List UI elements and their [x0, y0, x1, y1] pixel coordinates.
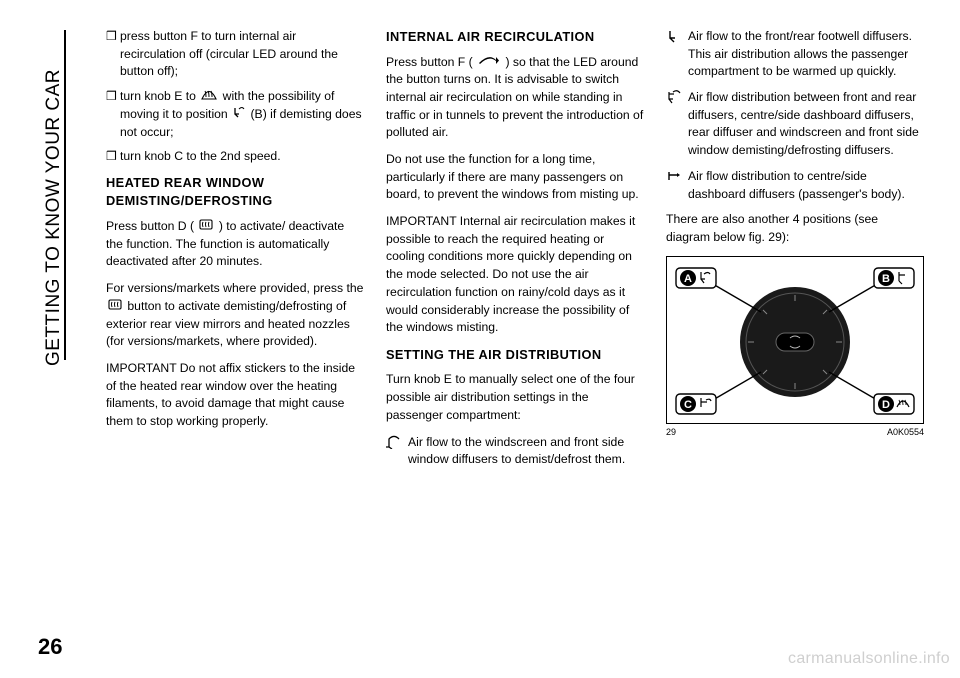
bullet-text: turn knob C to the 2nd speed.	[120, 148, 364, 166]
paragraph: Press button F ( ) so that the LED aroun…	[386, 54, 644, 143]
heading: INTERNAL AIR RECIRCULATION	[386, 28, 644, 47]
figure-code: A0K0554	[887, 426, 924, 439]
rear-defrost-icon	[108, 298, 122, 316]
recirculation-icon	[478, 54, 500, 72]
rear-defrost-icon	[199, 218, 213, 236]
bullet-item: ❒ turn knob C to the 2nd speed.	[106, 148, 364, 166]
bullet-marker: ❒	[106, 28, 120, 81]
paragraph: There are also another 4 positions (see …	[666, 211, 924, 246]
content-columns: ❒ press button F to turn internal air re…	[106, 28, 926, 477]
dist-item: Air flow distribution to centre/side das…	[666, 168, 924, 203]
bullet-item: ❒ press button F to turn internal air re…	[106, 28, 364, 81]
dist-item: Air flow to the windscreen and front sid…	[386, 434, 644, 469]
figure-number: 29	[666, 426, 676, 439]
dist-item: Air flow to the front/rear footwell diff…	[666, 28, 924, 81]
figure-29: A B C D	[666, 256, 924, 439]
column-1: ❒ press button F to turn internal air re…	[106, 28, 364, 477]
dist-text: Air flow distribution to centre/side das…	[688, 168, 924, 203]
watermark: carmanualsonline.info	[788, 650, 950, 668]
bullet-marker: ❒	[106, 88, 120, 141]
body-icon	[666, 169, 688, 189]
footwell-icon	[666, 29, 688, 49]
section-tab: GETTING TO KNOW YOUR CAR	[44, 30, 64, 360]
paragraph: For versions/markets where provided, pre…	[106, 280, 364, 351]
figure-caption: 29 A0K0554	[666, 426, 924, 439]
paragraph: Press button D ( ) to activate/ deactiva…	[106, 218, 364, 271]
heading: SETTING THE AIR DISTRIBUTION	[386, 346, 644, 365]
dist-text: Air flow to the windscreen and front sid…	[408, 434, 644, 469]
paragraph: Do not use the function for a long time,…	[386, 151, 644, 204]
section-title: GETTING TO KNOW YOUR CAR	[43, 36, 65, 366]
footwell-defrost-icon	[233, 106, 245, 124]
bullet-marker: ❒	[106, 148, 120, 166]
bullet-item: ❒ turn knob E to with the possibility of…	[106, 88, 364, 141]
paragraph: Turn knob E to manually select one of th…	[386, 371, 644, 424]
svg-text:D: D	[882, 399, 890, 411]
dist-item: Air flow distribution between front and …	[666, 89, 924, 160]
windscreen-icon	[386, 435, 408, 455]
column-2: INTERNAL AIR RECIRCULATION Press button …	[386, 28, 644, 477]
bullet-text: turn knob E to with the possibility of m…	[120, 88, 364, 141]
paragraph: IMPORTANT Internal air recirculation mak…	[386, 213, 644, 337]
heading: HEATED REAR WINDOW DEMISTING/DEFROSTING	[106, 174, 364, 211]
page-number: 26	[38, 634, 62, 660]
svg-text:A: A	[684, 273, 692, 285]
dist-text: Air flow distribution between front and …	[688, 89, 924, 160]
dist-text: Air flow to the front/rear footwell diff…	[688, 28, 924, 81]
paragraph: IMPORTANT Do not affix stickers to the i…	[106, 360, 364, 431]
bullet-text: press button F to turn internal air reci…	[120, 28, 364, 81]
all-diffusers-icon	[666, 90, 688, 110]
defrost-icon	[201, 88, 217, 106]
column-3: Air flow to the front/rear footwell diff…	[666, 28, 924, 477]
svg-text:B: B	[882, 273, 890, 285]
svg-text:C: C	[684, 399, 692, 411]
